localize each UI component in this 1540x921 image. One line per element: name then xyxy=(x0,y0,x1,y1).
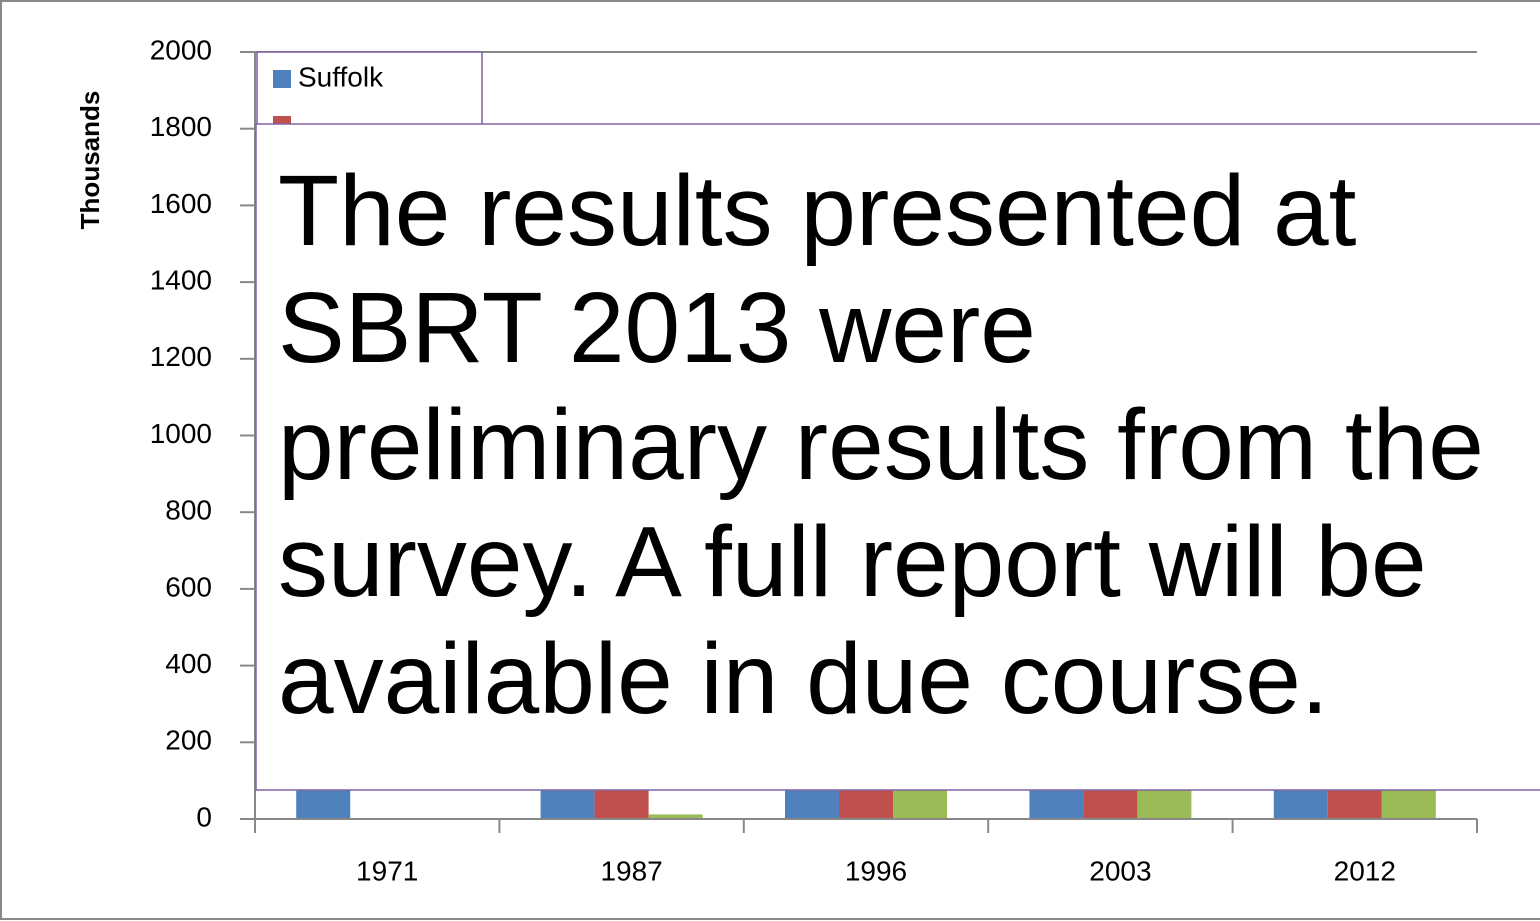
bar xyxy=(648,814,703,819)
y-axis-label: Thousands xyxy=(75,91,105,230)
y-tick-label: 1000 xyxy=(150,418,212,449)
text-overlay xyxy=(255,123,1540,791)
overlay-text: The results presented at xyxy=(278,155,1357,267)
y-tick-label: 400 xyxy=(165,648,212,679)
overlay-text: available in due course. xyxy=(278,623,1329,735)
overlay-text: SBRT 2013 were xyxy=(278,272,1036,384)
x-tick-label: 2012 xyxy=(1334,855,1396,886)
y-tick-label: 600 xyxy=(165,571,212,602)
legend-label: Suffolk xyxy=(298,61,384,92)
y-tick-label: 200 xyxy=(165,725,212,756)
y-tick-label: 0 xyxy=(196,801,212,832)
x-tick-label: 2003 xyxy=(1089,855,1151,886)
overlay-text: preliminary results from the xyxy=(278,389,1484,501)
y-tick-label: 800 xyxy=(165,495,212,526)
x-tick-label: 1987 xyxy=(600,855,662,886)
legend-swatch xyxy=(273,70,291,88)
y-tick-label: 1200 xyxy=(150,341,212,372)
y-tick-label: 2000 xyxy=(150,34,212,65)
y-tick-label: 1400 xyxy=(150,264,212,295)
x-tick-label: 1971 xyxy=(356,855,418,886)
overlay-text: survey. A full report will be xyxy=(278,506,1427,618)
y-tick-label: 1600 xyxy=(150,188,212,219)
y-tick-label: 1800 xyxy=(150,111,212,142)
x-tick-label: 1996 xyxy=(845,855,907,886)
